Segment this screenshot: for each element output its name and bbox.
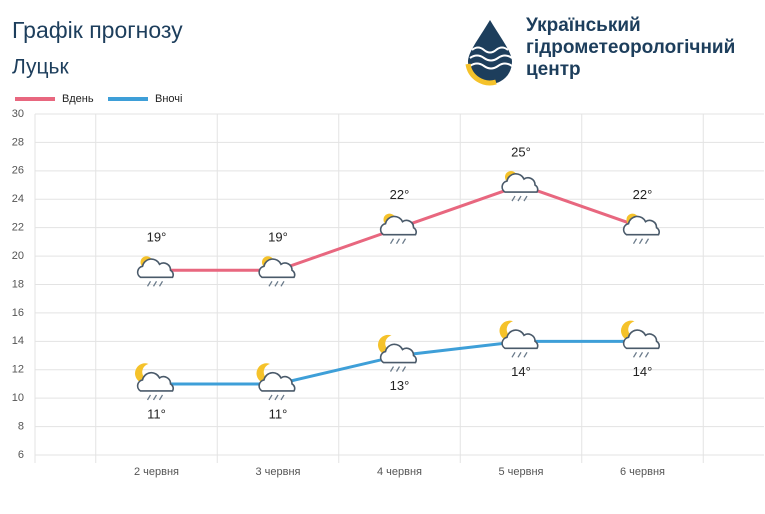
moon <box>256 363 274 384</box>
value-label: 19° <box>268 230 288 245</box>
moon <box>135 363 153 384</box>
weather-icon <box>135 363 174 401</box>
rain <box>511 351 528 358</box>
y-tick-label: 20 <box>12 250 24 262</box>
weather-icon <box>621 320 660 358</box>
logo-text: гідрометеорологічний <box>526 37 735 58</box>
value-label: 22° <box>633 187 653 202</box>
value-label: 13° <box>390 378 410 393</box>
moon <box>621 320 639 341</box>
x-tick-label: 3 червня <box>255 466 300 478</box>
logo: Український гідрометеорологічний центр <box>465 15 735 86</box>
cloud <box>501 173 539 193</box>
legend-label: Вночі <box>155 93 182 105</box>
rain <box>146 394 164 401</box>
weather-icon <box>622 213 660 245</box>
weather-icon <box>501 171 539 202</box>
rain <box>389 366 407 372</box>
x-tick-label: 5 червня <box>498 466 543 478</box>
value-label: 14° <box>633 364 653 379</box>
value-label: 14° <box>511 364 531 379</box>
weather-icon <box>256 363 296 401</box>
cloud <box>258 258 296 279</box>
y-tick-label: 16 <box>12 307 24 319</box>
logo-text: центр <box>526 59 581 80</box>
cloud <box>258 371 296 392</box>
y-tick-label: 18 <box>12 278 24 290</box>
y-tick-label: 30 <box>12 108 24 120</box>
logo-text: Український <box>526 15 641 36</box>
x-tick-label: 6 червня <box>620 466 665 478</box>
legend-label: Вдень <box>62 93 94 105</box>
rain <box>146 280 164 287</box>
rain <box>268 280 285 287</box>
value-label: 22° <box>390 187 410 202</box>
y-tick-label: 22 <box>12 222 24 234</box>
value-label: 19° <box>147 230 167 245</box>
cloud <box>136 258 174 279</box>
rain <box>632 351 650 358</box>
y-tick-label: 10 <box>12 392 24 404</box>
y-tick-label: 12 <box>12 364 24 376</box>
y-tick-label: 28 <box>12 136 24 148</box>
chart-title: Графік прогнозу <box>12 17 183 43</box>
value-label: 11° <box>147 406 166 421</box>
chart-subtitle: Луцьк <box>12 56 69 79</box>
moon <box>378 334 396 355</box>
cloud <box>501 329 539 350</box>
weather-icon <box>378 334 417 372</box>
weather-icon <box>499 320 539 358</box>
cloud <box>622 215 660 236</box>
cloud <box>379 343 417 364</box>
cloud <box>622 329 660 350</box>
x-tick-label: 4 червня <box>377 466 422 478</box>
y-tick-label: 24 <box>12 193 24 205</box>
rain <box>268 394 285 401</box>
rain <box>632 238 650 245</box>
weather-icon <box>379 213 417 245</box>
cloud <box>379 215 417 236</box>
rain <box>511 195 528 202</box>
y-tick-label: 26 <box>12 165 24 177</box>
x-tick-label: 2 червня <box>134 466 179 478</box>
rain <box>389 238 407 245</box>
cloud <box>136 371 174 392</box>
value-label: 25° <box>511 144 531 159</box>
value-label: 11° <box>269 406 288 421</box>
y-tick-label: 14 <box>12 335 24 347</box>
y-tick-label: 8 <box>18 420 24 432</box>
weather-icon <box>258 256 296 287</box>
moon <box>499 320 517 341</box>
weather-icon <box>136 256 174 287</box>
y-tick-label: 6 <box>18 449 24 461</box>
